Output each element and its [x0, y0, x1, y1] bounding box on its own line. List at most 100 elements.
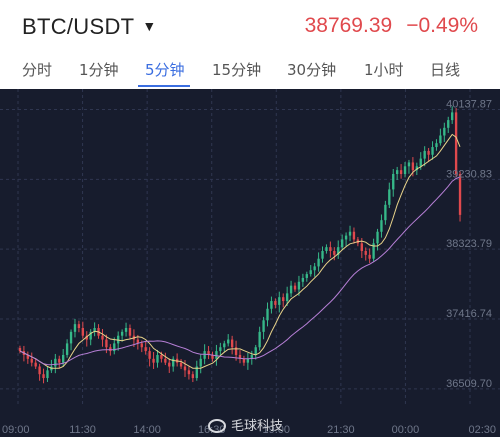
tab-15min[interactable]: 15分钟 [212, 61, 262, 79]
caret-down-icon: ▼ [142, 18, 157, 34]
candlestick-chart[interactable]: 40137.87 39230.83 38323.79 37416.74 36509.70… [0, 89, 500, 437]
candle-body [309, 270, 312, 275]
x-axis-label: 21:30 [327, 424, 355, 436]
price-change: −0.49% [406, 14, 478, 37]
candle-body [423, 150, 426, 159]
candle-body [395, 170, 399, 174]
candle-body [321, 251, 324, 259]
candle-body [54, 358, 57, 367]
candle-body [450, 112, 454, 121]
candle-body [105, 339, 108, 348]
candle-body [227, 339, 230, 344]
candle-body [120, 331, 124, 336]
y-axis-label: 36509.70 [446, 378, 492, 390]
candle-body [407, 162, 411, 167]
pair-label: BTC/USDT [22, 14, 135, 39]
x-axis-label: 11:30 [69, 424, 96, 436]
candle-body [85, 335, 88, 340]
candle-body [144, 347, 147, 352]
candle-body [435, 143, 438, 148]
candle-body [329, 247, 332, 251]
candle-body [234, 347, 238, 355]
candle-body [431, 147, 434, 155]
candle-body [152, 358, 155, 363]
candle-body [250, 354, 253, 359]
tab-1hour[interactable]: 1小时 [364, 61, 404, 79]
candle-body [89, 331, 92, 340]
candle-body [340, 239, 344, 248]
candle-body [199, 358, 202, 367]
tab-30min[interactable]: 30分钟 [287, 61, 337, 79]
y-axis-label: 39230.83 [446, 168, 492, 180]
candle-body [101, 335, 104, 340]
candle-body [109, 347, 112, 352]
candle-body [293, 285, 297, 290]
candle-body [172, 358, 175, 367]
candle-body [18, 348, 22, 352]
candle-body [246, 358, 250, 363]
candle-body [62, 354, 65, 363]
candle-body [34, 362, 37, 367]
tab-1min[interactable]: 1分钟 [79, 61, 119, 79]
candle-body [388, 189, 391, 205]
candle-body [26, 354, 30, 359]
candle-body [238, 354, 242, 359]
candle-body [93, 328, 96, 332]
candle-body [380, 220, 383, 232]
candle-body [352, 231, 356, 240]
candle-body [313, 266, 316, 271]
candle-body [368, 254, 371, 259]
x-axis-label: 02:30 [468, 424, 496, 436]
candle-body [364, 251, 367, 255]
candle-body [297, 281, 301, 290]
y-axis-label: 40137.87 [446, 98, 492, 110]
candle-body [124, 328, 128, 332]
weibo-icon [208, 419, 226, 433]
x-axis-label: 19:00 [263, 424, 291, 436]
candle-body [77, 324, 81, 328]
candle-body [69, 331, 73, 344]
candle-body [254, 347, 257, 355]
candle-body [73, 324, 77, 332]
candle-body [282, 297, 285, 302]
candle-body [348, 231, 352, 236]
watermark: 毛球科技 [208, 415, 283, 434]
candle-body [187, 370, 191, 375]
candle-body [384, 204, 387, 221]
candle-body [183, 366, 187, 371]
candle-body [317, 258, 320, 267]
candle-body [399, 170, 403, 174]
candle-body [274, 301, 277, 305]
candle-body [411, 162, 415, 171]
candle-body [325, 247, 328, 251]
candle-body [195, 366, 198, 379]
last-price: 38769.39 [304, 14, 393, 37]
candle-body [372, 243, 375, 259]
candle-body [156, 354, 159, 363]
candle-body [38, 366, 41, 375]
tab-5min[interactable]: 5分钟 [145, 61, 185, 79]
pair-selector[interactable]: BTC/USDT ▼ [22, 14, 157, 40]
candle-body [337, 247, 340, 255]
candle-body [419, 158, 422, 167]
tab-daily[interactable]: 日线 [430, 61, 461, 79]
candle-body [215, 351, 218, 359]
candle-body [168, 362, 171, 367]
chart-canvas: 40137.87 39230.83 38323.79 37416.74 36509.70… [0, 89, 500, 436]
candle-body [203, 351, 206, 359]
candle-body [30, 358, 33, 363]
candle-body [376, 231, 379, 244]
candle-body [219, 347, 222, 352]
candle-body [242, 358, 246, 363]
candle-body [258, 331, 261, 348]
candle-body [58, 358, 61, 363]
candle-body [415, 166, 418, 171]
candle-body [140, 343, 143, 348]
candle-body [230, 339, 234, 348]
candle-body [262, 320, 265, 332]
candle-body [301, 277, 305, 282]
candle-body [454, 112, 458, 174]
tab-timeshare[interactable]: 分时 [22, 61, 53, 79]
candle-body [403, 166, 407, 174]
candle-body [458, 174, 462, 215]
